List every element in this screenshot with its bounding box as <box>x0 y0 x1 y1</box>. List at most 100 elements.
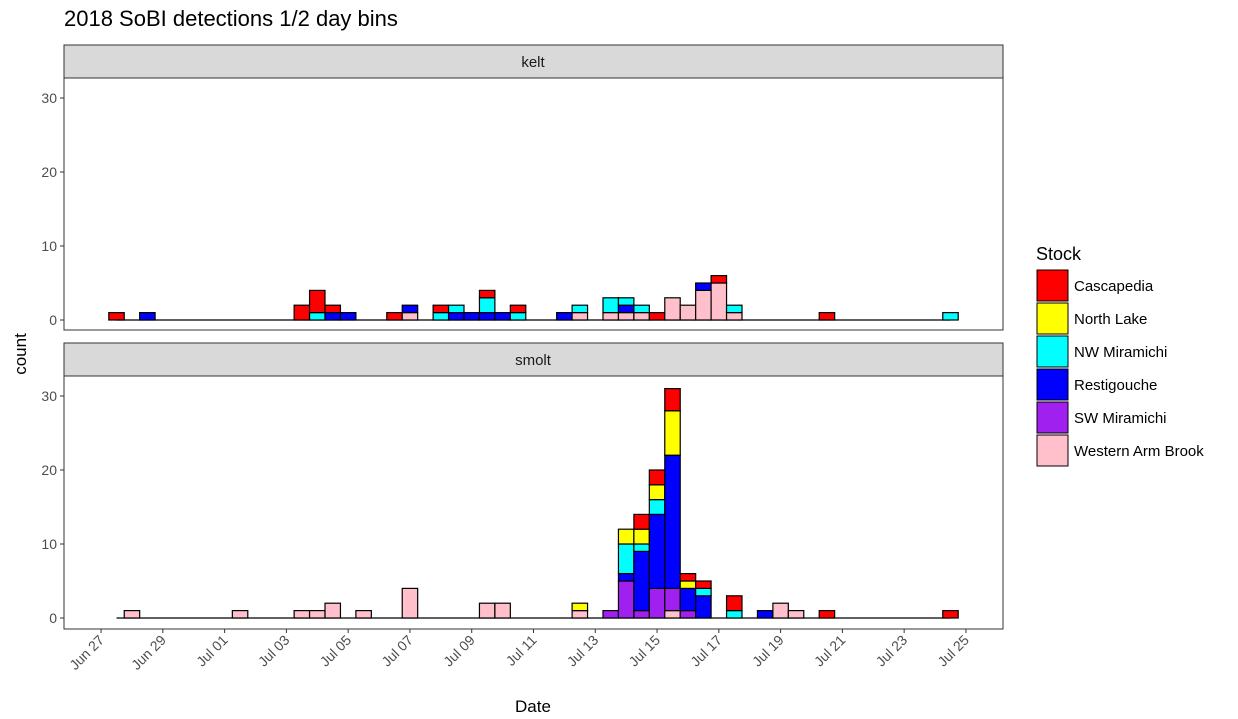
facet-smolt: smolt 0 10 20 30 <box>41 342 1004 630</box>
y-tick-label: 20 <box>41 462 57 478</box>
facet-strip-kelt <box>63 44 1004 79</box>
legend-key-north-lake <box>1036 302 1069 335</box>
bar-kelt-western-arm-brook <box>401 312 419 321</box>
bar-kelt-nw-miramichi <box>633 304 650 314</box>
bar-smolt-restigouche <box>648 513 666 590</box>
bar-kelt-nw-miramichi <box>617 297 635 306</box>
bar-kelt-western-arm-brook <box>664 297 681 321</box>
bars-kelt <box>108 275 959 321</box>
bar-kelt-restigouche <box>447 312 465 321</box>
bar-smolt-restigouche <box>679 587 697 612</box>
bar-kelt-nw-miramichi <box>602 297 620 314</box>
facet-label-smolt: smolt <box>515 352 552 369</box>
bar-smolt-western-arm-brook <box>123 609 141 619</box>
bar-kelt-cascapedia <box>818 312 836 321</box>
bar-kelt-nw-miramichi <box>478 297 496 314</box>
bar-kelt-western-arm-brook <box>633 312 650 321</box>
chart-title: 2018 SoBI detections 1/2 day bins <box>64 6 398 31</box>
y-tick-label: 0 <box>49 610 57 626</box>
y-tick-label: 30 <box>41 90 57 106</box>
bar-smolt-north-lake <box>571 602 589 612</box>
bar-smolt-western-arm-brook <box>355 609 372 619</box>
bars-smolt <box>116 388 959 619</box>
x-axis: Jun 27 Jun 29 Jul 01 Jul 03 Jul 05 Jul 07 Jul … <box>66 629 972 673</box>
bar-smolt-western-arm-brook <box>401 587 419 619</box>
legend-key-western-arm-brook <box>1036 434 1069 467</box>
x-tick-label: Jul 11 <box>503 632 540 669</box>
legend-key-cascapedia <box>1036 269 1069 302</box>
bar-kelt-restigouche <box>494 312 511 321</box>
bar-smolt-sw-miramichi <box>679 609 697 619</box>
legend-key-nw-miramichi <box>1036 335 1069 368</box>
bar-smolt-western-arm-brook <box>772 602 789 619</box>
bar-smolt-north-lake <box>664 410 681 456</box>
bar-kelt-cascapedia <box>308 289 326 314</box>
bar-smolt-sw-miramichi <box>617 580 635 619</box>
bar-kelt-western-arm-brook <box>571 312 589 321</box>
bar-smolt-cascapedia <box>695 580 712 590</box>
y-tick-label: 10 <box>41 536 57 552</box>
bar-kelt-nw-miramichi <box>509 312 527 321</box>
x-tick-label: Jul 19 <box>749 632 787 670</box>
x-tick-label: Jun 27 <box>66 632 107 673</box>
y-axis-kelt: 0 10 20 30 <box>41 90 64 328</box>
bar-kelt-restigouche <box>463 312 481 321</box>
legend-label-north-lake: North Lake <box>1074 311 1147 328</box>
bar-smolt-sw-miramichi <box>664 587 681 612</box>
bar-kelt-restigouche <box>324 312 342 321</box>
bar-kelt-restigouche <box>339 312 357 321</box>
x-tick-label: Jul 25 <box>934 632 972 670</box>
legend-key-restigouche <box>1036 368 1069 401</box>
bar-smolt-nw-miramichi <box>633 543 650 553</box>
legend-label-nw-miramichi: NW Miramichi <box>1074 344 1167 361</box>
panel-kelt <box>63 77 1004 331</box>
bar-kelt-western-arm-brook <box>710 282 728 321</box>
x-tick-label: Jul 09 <box>440 632 478 670</box>
bar-kelt-western-arm-brook <box>617 312 635 321</box>
bar-smolt-western-arm-brook <box>664 609 681 619</box>
x-axis-title: Date <box>515 697 551 716</box>
x-tick-label: Jul 17 <box>687 632 725 670</box>
bar-kelt-restigouche <box>139 312 156 321</box>
bar-kelt-restigouche <box>478 312 496 321</box>
facet-label-kelt: kelt <box>521 54 545 71</box>
bar-kelt-cascapedia <box>648 312 666 321</box>
facet-kelt: kelt 0 10 20 30 <box>41 44 1004 331</box>
bar-kelt-nw-miramichi <box>725 304 743 314</box>
x-tick-label: Jul 07 <box>378 632 416 670</box>
bar-smolt-cascapedia <box>648 469 666 486</box>
x-tick-label: Jul 13 <box>564 632 602 670</box>
legend-label-western-arm-brook: Western Arm Brook <box>1074 443 1204 460</box>
x-tick-label: Jul 03 <box>255 632 293 670</box>
legend: Stock Cascapedia North Lake NW Miramichi Re… <box>1036 244 1204 467</box>
bar-kelt-cascapedia <box>386 312 403 321</box>
bar-smolt-north-lake <box>648 484 666 501</box>
bar-smolt-restigouche <box>633 550 650 612</box>
bar-kelt-cascapedia <box>710 275 728 284</box>
legend-label-cascapedia: Cascapedia <box>1074 278 1154 295</box>
bar-smolt-western-arm-brook <box>308 609 326 619</box>
bar-kelt-nw-miramichi <box>571 304 589 314</box>
y-tick-label: 30 <box>41 388 57 404</box>
bar-smolt-nw-miramichi <box>725 609 743 619</box>
bar-smolt-western-arm-brook <box>293 609 311 619</box>
legend-label-restigouche: Restigouche <box>1074 377 1157 394</box>
bar-smolt-western-arm-brook <box>231 609 249 619</box>
bar-smolt-restigouche <box>664 454 681 590</box>
y-axis-smolt: 0 10 20 30 <box>41 388 64 626</box>
facet-strip-smolt <box>63 342 1004 377</box>
bar-smolt-sw-miramichi <box>633 609 650 619</box>
y-tick-label: 20 <box>41 164 57 180</box>
bar-kelt-cascapedia <box>432 304 450 314</box>
x-tick-label: Jul 15 <box>625 632 663 670</box>
bar-kelt-western-arm-brook <box>679 304 697 321</box>
bar-kelt-western-arm-brook <box>695 289 712 321</box>
bar-kelt-nw-miramichi <box>432 312 450 321</box>
bar-smolt-nw-miramichi <box>648 499 666 516</box>
bar-kelt-restigouche <box>617 304 635 314</box>
y-tick-label: 0 <box>49 312 57 328</box>
bar-smolt-western-arm-brook <box>787 609 805 619</box>
bar-smolt-north-lake <box>679 580 697 590</box>
bar-kelt-cascapedia <box>293 304 311 321</box>
panel-smolt <box>63 375 1004 630</box>
